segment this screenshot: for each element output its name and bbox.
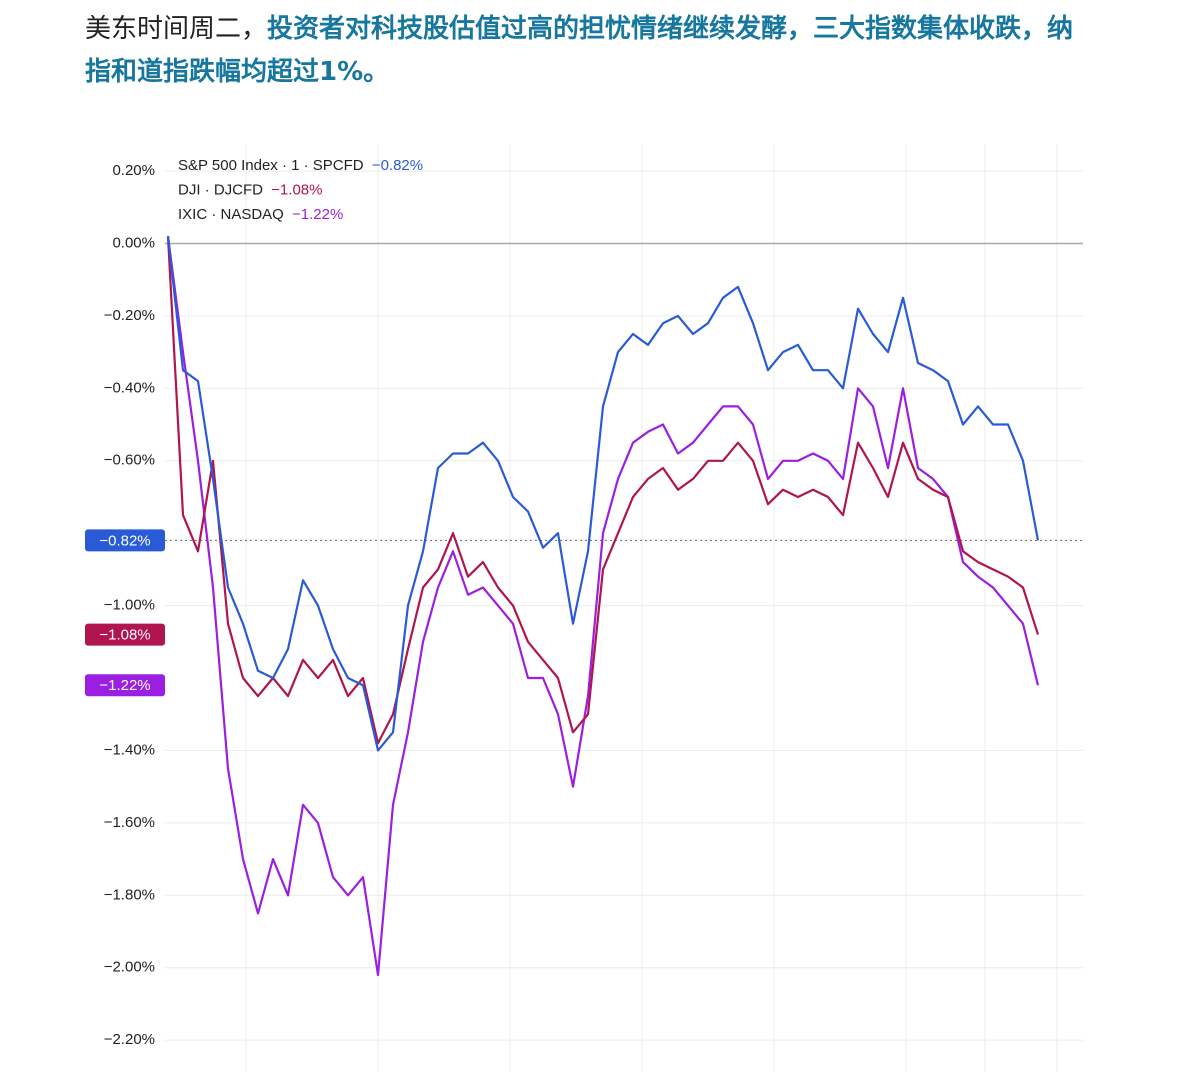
legend-value: −1.08% — [271, 181, 322, 198]
y-tick-label: −1.40% — [104, 741, 155, 758]
y-tick-label: −0.40% — [104, 379, 155, 396]
legend-name: DJI · DJCFD — [178, 181, 263, 198]
last-value-label: −1.22% — [99, 677, 150, 694]
legend-value: −0.82% — [372, 157, 423, 174]
y-tick-label: −1.00% — [104, 597, 155, 614]
series-line — [166, 236, 1040, 977]
intro: 美东时间周二， — [85, 14, 268, 44]
legend-entry: S&P 500 Index · 1 · SPCFD −0.82% — [178, 157, 423, 174]
y-tick-label: −1.60% — [104, 814, 155, 831]
legend-entry: IXIC · NASDAQ −1.22% — [178, 206, 343, 223]
legend-name: S&P 500 Index · 1 · SPCFD — [178, 157, 364, 174]
legend-value: −1.22% — [292, 206, 343, 223]
y-tick-label: −2.00% — [104, 959, 155, 976]
last-value-label: −1.08% — [99, 627, 150, 644]
legend-name: IXIC · NASDAQ — [178, 206, 284, 223]
y-tick-label: −0.60% — [104, 452, 155, 469]
series-line — [166, 236, 1040, 752]
highlight: 投资者对科技股估值过高的担忧情绪继续发酵，三大指数集体收跌，纳指和道指跌幅均超过… — [85, 14, 1074, 87]
y-tick-label: 0.20% — [112, 162, 155, 179]
headline: 美东时间周二，投资者对科技股估值过高的担忧情绪继续发酵，三大指数集体收跌，纳指和… — [85, 8, 1085, 94]
last-value-badge — [85, 529, 165, 552]
last-value-badge — [85, 623, 165, 646]
y-tick-label: −1.80% — [104, 886, 155, 903]
last-value-badge — [85, 674, 165, 697]
y-tick-label: −2.20% — [104, 1031, 155, 1048]
y-tick-label: −0.20% — [104, 307, 155, 324]
y-tick-label: 0.00% — [112, 234, 155, 251]
last-value-label: −0.82% — [99, 532, 150, 549]
v-grid — [245, 145, 1058, 1072]
legend-entry: DJI · DJCFD −1.08% — [178, 181, 322, 198]
series-line — [166, 236, 1040, 745]
